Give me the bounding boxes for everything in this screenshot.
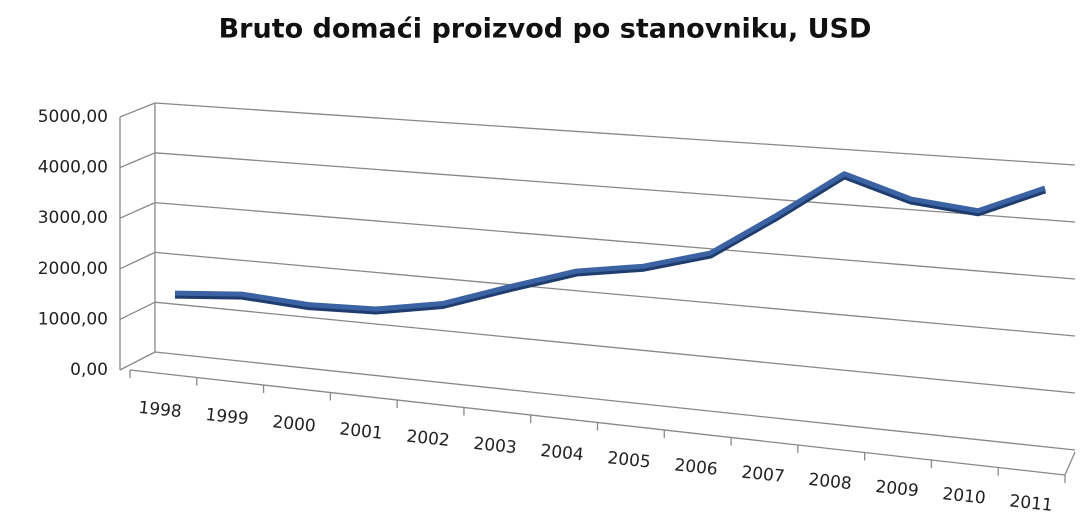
x-tick-label: 2003 — [472, 434, 517, 458]
x-tick-label: 1998 — [137, 398, 182, 422]
grid-line — [154, 201, 1076, 280]
y-tick — [119, 102, 156, 118]
x-tick-label: 2001 — [338, 419, 383, 443]
y-tick — [119, 251, 156, 270]
x-tick-label: 1999 — [204, 405, 249, 429]
x-tick-label: 2007 — [740, 463, 785, 487]
grid-line — [154, 251, 1076, 337]
y-tick — [119, 351, 156, 371]
y-tick-label: 3000,00 — [38, 208, 108, 228]
x-tick-label: 2002 — [405, 427, 450, 451]
x-tick-label: 2011 — [1008, 491, 1053, 515]
y-tick-label: 5000,00 — [38, 107, 108, 127]
grid-line — [154, 301, 1076, 394]
grid-line — [154, 152, 1076, 223]
x-tick-label: 2009 — [874, 477, 919, 501]
x-tick-label: 2000 — [271, 412, 316, 436]
x-tick-label: 2006 — [673, 455, 718, 479]
grid-line — [154, 102, 1076, 166]
x-tick-label: 2005 — [606, 448, 651, 472]
line-shadow — [174, 172, 1047, 315]
y-tick — [119, 152, 156, 169]
x-tick-label: 2008 — [807, 470, 852, 494]
y-tick — [119, 202, 156, 219]
y-tick-label: 1000,00 — [38, 309, 108, 329]
x-tick-label: 2004 — [539, 441, 584, 465]
y-tick-label: 4000,00 — [38, 158, 108, 178]
y-tick-label: 0,00 — [70, 360, 108, 380]
series-line — [174, 171, 1046, 312]
grid-line — [154, 351, 1076, 451]
x-tick-label: 2010 — [941, 484, 986, 508]
chart-title: Bruto domaći proizvod po stanovniku, USD — [219, 14, 872, 45]
y-tick-label: 2000,00 — [38, 259, 108, 279]
floor-right-edge — [1064, 451, 1076, 476]
y-tick — [119, 301, 156, 320]
